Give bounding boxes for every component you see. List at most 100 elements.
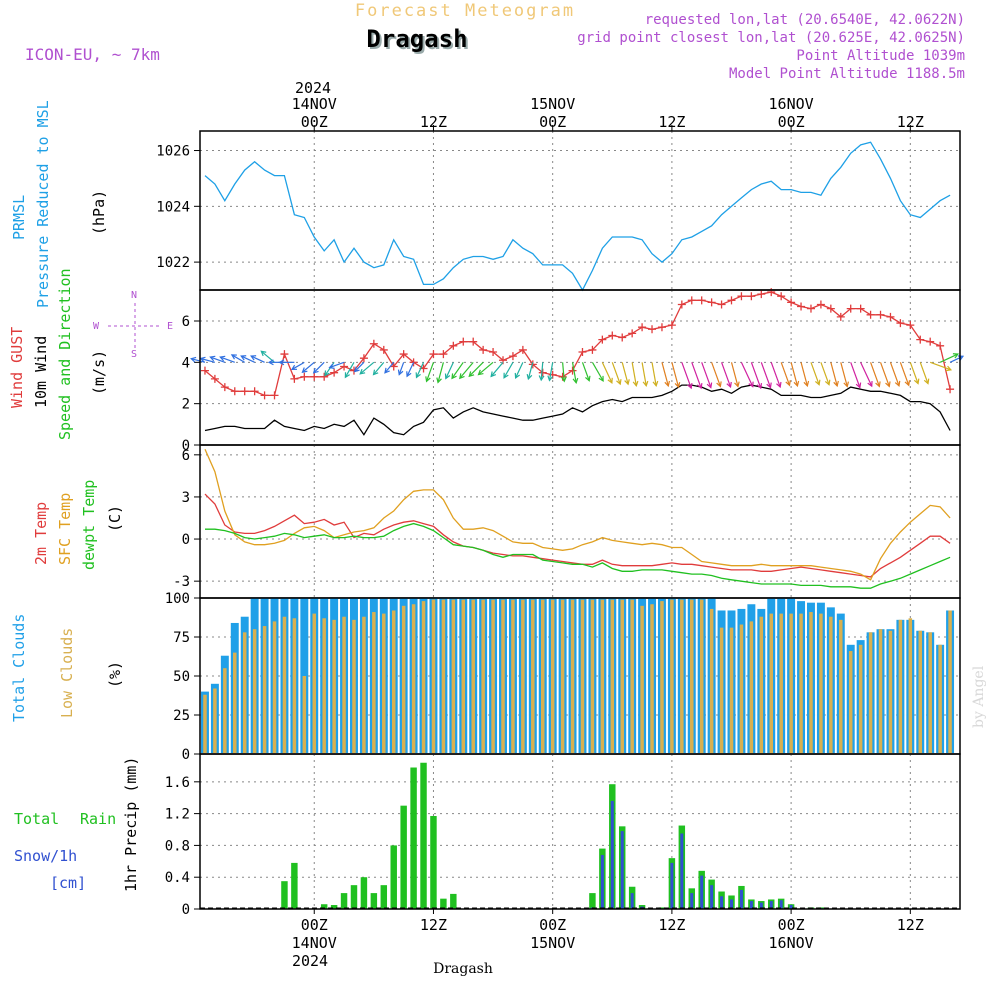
wind-arrow-head: [952, 353, 960, 359]
low-cloud-bar: [948, 610, 952, 753]
low-cloud-bar: [709, 608, 714, 753]
gust-point: [866, 310, 875, 319]
wind-arrow: [302, 361, 315, 373]
low-cloud-bar: [759, 616, 764, 753]
location-name-shadow: Dragash: [368, 27, 469, 55]
wind-arrow: [870, 362, 880, 387]
series-line-gust: [204, 291, 951, 397]
gust-point: [687, 296, 696, 305]
ytick-label-clouds: 0: [182, 747, 190, 763]
wind-arrow-head: [945, 365, 953, 372]
low-cloud-bar: [580, 599, 585, 753]
wind-arrow-head: [344, 372, 350, 379]
low-cloud-bar: [322, 618, 326, 753]
requested-coords: requested lon,lat (20.6540E, 42.0622N): [645, 12, 965, 28]
bottom-tick-label: 00Z: [301, 916, 328, 934]
wind-arrow-head: [572, 377, 579, 385]
gust-point: [727, 296, 736, 305]
bottom-date-label: 16NOV: [769, 934, 814, 952]
gust-point: [330, 368, 339, 377]
series-line-pressure: [204, 141, 951, 292]
bottom-year: 2024: [292, 952, 328, 970]
gust-point: [449, 341, 458, 350]
panel-frame: [199, 753, 961, 910]
low-cloud-bar: [511, 599, 515, 753]
gust-point: [777, 292, 786, 301]
wind-arrow: [425, 362, 435, 382]
low-cloud-bar: [401, 605, 406, 753]
wind-arrow-head: [547, 375, 554, 382]
low-cloud-bar: [839, 619, 843, 753]
gust-point: [399, 350, 408, 359]
wind-arrow-head: [384, 367, 390, 374]
gust-point: [429, 350, 438, 359]
wind-arrow-head: [607, 377, 613, 384]
wind-arrow-head: [278, 359, 285, 366]
low-cloud-bar: [590, 599, 595, 753]
wind-arrow: [478, 361, 494, 376]
gust-point: [608, 331, 617, 340]
top-date-label: 16NOV: [769, 95, 814, 113]
ytick-label-pressure: 1026: [156, 144, 190, 160]
low-cloud-bar: [451, 599, 456, 753]
wind-arrow-head: [913, 378, 920, 385]
compass-n: N: [131, 290, 137, 301]
wind-arrow-head: [867, 381, 873, 388]
gust-point: [250, 387, 259, 396]
gust-point: [876, 310, 885, 319]
wind-arrow: [949, 355, 964, 363]
panels: 1022102410260246-3036025507510000.40.81.…: [156, 130, 965, 918]
low-cloud-bar: [848, 651, 853, 753]
compass-s: S: [131, 349, 137, 360]
gust-point: [568, 366, 577, 375]
wind-arrow-head: [290, 364, 298, 371]
panel-clouds: 0 25 50 75 100: [165, 591, 961, 763]
top-tick-label: 12Z: [658, 113, 685, 131]
gust-point: [369, 339, 378, 348]
rain-bar: [450, 893, 457, 909]
low-cloud-bar: [690, 599, 694, 753]
wind-arrow-head: [885, 381, 891, 388]
low-cloud-bar: [898, 619, 903, 753]
low-cloud-bar: [829, 616, 833, 753]
snow-bar: [720, 896, 724, 909]
pressure-msl-label: Pressure Reduced to MSL: [34, 100, 52, 308]
gust-point: [230, 387, 239, 396]
wind-arrow: [601, 362, 613, 384]
wind-arrow-head: [756, 383, 763, 390]
wind-arrow: [515, 362, 524, 379]
ytick-label-wind: 6: [182, 314, 190, 330]
wind-arrow: [354, 361, 365, 372]
wind-arrow-head: [267, 359, 274, 366]
rain-bar: [320, 904, 328, 909]
low-cloud-bar: [908, 618, 913, 753]
snow-bar: [769, 901, 773, 909]
gust-point: [340, 362, 349, 371]
wind-arrow: [200, 357, 216, 363]
total-clouds-label: Total Clouds: [10, 614, 28, 722]
wind-arrow: [929, 361, 952, 371]
gust-point: [717, 300, 726, 309]
wind-arrow-head: [328, 363, 335, 369]
low-cloud-bar: [928, 632, 932, 753]
wind-arrow: [359, 361, 375, 375]
wind-arrow: [406, 362, 415, 377]
rain-bar: [340, 893, 348, 909]
wind-arrow-head: [814, 379, 821, 386]
low-cloud-bar: [819, 613, 823, 753]
gust-point: [757, 290, 766, 299]
wind-arrow: [780, 362, 791, 386]
low-cloud-bar: [501, 599, 505, 753]
wind-arrow-head: [561, 376, 567, 383]
low-cloud-bar: [352, 619, 356, 753]
rain-bar: [291, 862, 298, 909]
bottom-tick-label: 00Z: [778, 916, 805, 934]
wind-arrow: [730, 362, 739, 387]
wind-arrow-head: [803, 380, 810, 388]
wind-arrow: [191, 358, 206, 363]
gust-point: [489, 348, 498, 356]
sfc-temp-label: SFC Temp: [56, 493, 74, 565]
wind-arrow-head: [250, 355, 257, 361]
gust-point: [479, 345, 488, 354]
